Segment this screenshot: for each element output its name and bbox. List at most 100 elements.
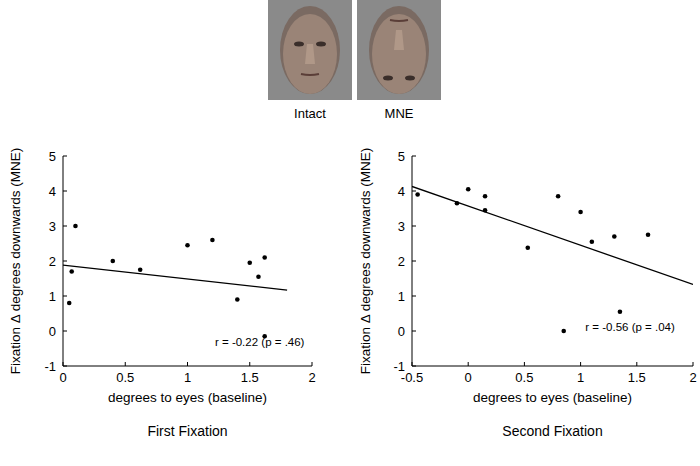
y-tick-label: 3 [49,219,56,234]
y-tick [412,156,416,157]
point [578,210,583,215]
y-tick [63,366,67,367]
point [483,208,488,213]
annotation: r = -0.22 (p = .46) [215,336,305,348]
head [280,6,340,94]
y-tick-label: -1 [44,359,56,374]
y-tick [63,296,67,297]
mouth [390,20,408,21]
image-label: MNE [385,106,414,121]
x-tick [468,362,469,366]
y-tick [63,331,67,332]
x-axis-label: degrees to eyes (baseline) [108,390,267,405]
face [283,14,337,94]
point [235,297,240,302]
x-tick-label: 0.5 [116,370,134,385]
y-tick-label: 5 [49,149,56,164]
x-tick [125,362,126,366]
chart: -0.500.511.52-1012345degrees to eyes (ba… [358,148,697,439]
chart-title: Second Fixation [502,423,602,439]
face-image [268,0,352,100]
point [138,267,143,272]
x-tick [580,362,581,366]
y-tick-label: 5 [398,149,405,164]
point [483,194,488,199]
y-tick [63,156,67,157]
x-tick-label: 1.5 [241,370,259,385]
annotation: r = -0.56 (p = .04) [585,321,675,333]
y-tick-label: -1 [393,359,405,374]
y-tick [412,331,416,332]
point [210,238,215,243]
y-tick-label: 4 [49,184,56,199]
x-tick [63,362,64,366]
nose [305,44,315,64]
point [618,309,623,314]
point [262,255,267,260]
point [455,201,460,206]
y-axis-label: Fixation Δ degrees downwards (MNE) [8,148,23,375]
x-tick-label: 1 [577,370,584,385]
x-tick-label: 0 [59,370,66,385]
y-tick-label: 2 [49,254,56,269]
face-image [357,0,441,100]
x-tick-label: 0.5 [515,370,533,385]
face [372,14,426,94]
fit-line [412,186,693,284]
point [111,259,116,264]
point [67,301,72,306]
x-tick [312,362,313,366]
x-tick [524,362,525,366]
image-background [357,0,441,100]
x-axis [412,366,693,367]
point [612,234,617,239]
y-tick [412,261,416,262]
point [185,243,190,248]
x-tick-label: 1 [184,370,191,385]
fit-line [63,265,287,290]
point [73,224,78,229]
point [556,194,561,199]
x-tick-label: 2 [689,370,696,385]
image-background [268,0,352,100]
eye [316,42,326,47]
point [256,274,261,279]
x-tick [636,362,637,366]
y-tick-label: 1 [49,289,56,304]
y-axis-label: Fixation Δ degrees downwards (MNE) [358,148,373,375]
x-tick [412,362,413,366]
y-tick-label: 2 [398,254,405,269]
y-tick-label: 0 [398,324,405,339]
point [525,245,530,250]
mouth [301,74,319,75]
point [590,239,595,244]
y-tick-label: 4 [398,184,405,199]
y-tick-label: 3 [398,219,405,234]
image-label: Intact [294,106,326,121]
x-axis-label: degrees to eyes (baseline) [473,390,632,405]
eye [294,42,304,47]
figure: IntactMNE00.511.52-1012345degrees to eye… [0,0,700,466]
plot-area [63,224,287,339]
x-tick [249,362,250,366]
x-tick [693,362,694,366]
x-tick [187,362,188,366]
eye [383,76,393,81]
y-tick [412,296,416,297]
y-tick-label: 0 [49,324,56,339]
chart: 00.511.52-1012345degrees to eyes (baseli… [8,148,316,439]
chart-title: First Fixation [147,423,227,439]
point [646,232,651,237]
y-tick-label: 1 [398,289,405,304]
point [466,187,471,192]
point [247,260,252,265]
y-tick [63,226,67,227]
point [69,269,74,274]
y-tick [63,191,67,192]
eye [405,76,415,81]
head [369,6,429,94]
x-tick-label: 0 [465,370,472,385]
y-tick [412,226,416,227]
y-tick [63,261,67,262]
y-tick [412,191,416,192]
